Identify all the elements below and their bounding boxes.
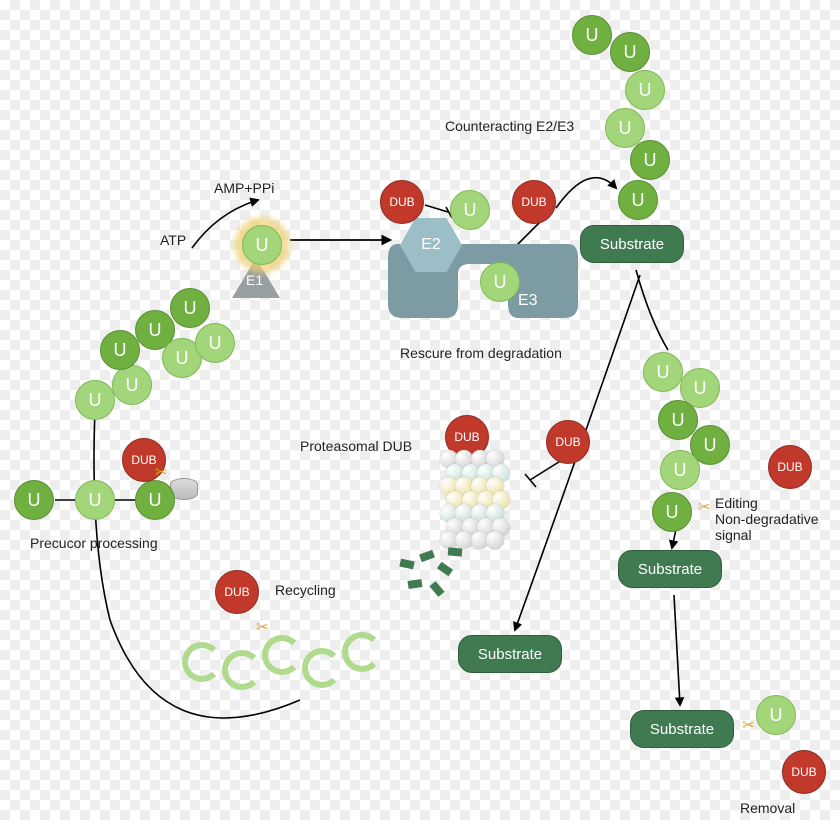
label-recycling: Recycling bbox=[275, 582, 336, 598]
ubiquitin-node: U bbox=[618, 180, 658, 220]
ubiquitin-node: U bbox=[572, 15, 612, 55]
ubiquitin-node: U bbox=[756, 695, 796, 735]
fragment bbox=[437, 562, 453, 577]
diagram-stage: E3 E2 E1 Counteracting E2/E3 AMP+PPi ATP… bbox=[0, 0, 840, 820]
label-atp: ATP bbox=[160, 232, 186, 248]
dub-node: DUB bbox=[512, 180, 556, 224]
ubiquitin-node: U bbox=[100, 330, 140, 370]
e1-label: E1 bbox=[246, 272, 263, 288]
ubiquitin-node: U bbox=[242, 225, 282, 265]
label-amp: AMP+PPi bbox=[214, 180, 274, 196]
ubiquitin-node: U bbox=[450, 190, 490, 230]
label-precursor: Precucor processing bbox=[30, 535, 158, 551]
label-counteracting: Counteracting E2/E3 bbox=[445, 118, 574, 134]
ubiquitin-node: U bbox=[112, 365, 152, 405]
substrate-node: Substrate bbox=[630, 710, 734, 748]
substrate-node: Substrate bbox=[618, 550, 722, 588]
substrate-node: Substrate bbox=[458, 635, 562, 673]
proteasome-subunit bbox=[486, 531, 504, 549]
dub-node: DUB bbox=[215, 570, 259, 614]
ubiquitin-node: U bbox=[75, 480, 115, 520]
fragment bbox=[429, 581, 444, 597]
dub-node: DUB bbox=[768, 445, 812, 489]
ubiquitin-node: U bbox=[610, 32, 650, 72]
ubiquitin-node: U bbox=[195, 323, 235, 363]
dub-node: DUB bbox=[782, 750, 826, 794]
scissors-icon: ✂ bbox=[155, 463, 168, 481]
ubiquitin-node: U bbox=[135, 480, 175, 520]
dub-node: DUB bbox=[546, 420, 590, 464]
label-removal: Removal bbox=[740, 800, 795, 816]
ubiquitin-node: U bbox=[75, 380, 115, 420]
ubiquitin-node: U bbox=[652, 492, 692, 532]
fragment bbox=[399, 559, 414, 570]
ubiquitin-open-node bbox=[342, 632, 382, 672]
ubiquitin-node: U bbox=[170, 288, 210, 328]
substrate-node: Substrate bbox=[580, 225, 684, 263]
fragment bbox=[448, 547, 463, 556]
ubiquitin-node: U bbox=[14, 480, 54, 520]
scissors-icon: ✂ bbox=[256, 618, 269, 636]
fragment bbox=[408, 579, 423, 589]
ubiquitin-open-node bbox=[302, 648, 342, 688]
dub-node: DUB bbox=[380, 180, 424, 224]
ubiquitin-node: U bbox=[625, 70, 665, 110]
ubiquitin-node: U bbox=[660, 450, 700, 490]
label-editing: Editing Non-degradative signal bbox=[715, 495, 819, 543]
label-proteasomal: Proteasomal DUB bbox=[300, 438, 412, 454]
e3-label: E3 bbox=[518, 292, 538, 310]
ubiquitin-node: U bbox=[630, 140, 670, 180]
ubiquitin-node: U bbox=[480, 262, 520, 302]
scissors-icon: ✂ bbox=[698, 498, 711, 516]
ubiquitin-open-node bbox=[262, 635, 302, 675]
ubiquitin-open-node bbox=[182, 642, 222, 682]
e2-label: E2 bbox=[421, 236, 441, 254]
fragment bbox=[419, 550, 435, 562]
arrows-overlay bbox=[0, 0, 840, 820]
ubiquitin-node: U bbox=[643, 352, 683, 392]
ubiquitin-open-node bbox=[222, 650, 262, 690]
scissors-icon: ✂ bbox=[742, 716, 755, 734]
label-rescue: Rescure from degradation bbox=[400, 345, 562, 361]
